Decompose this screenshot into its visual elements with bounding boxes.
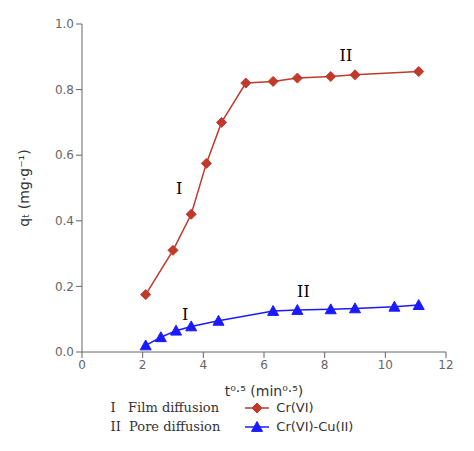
svg-text:0.6: 0.6 bbox=[55, 148, 74, 162]
svg-text:12: 12 bbox=[438, 358, 453, 372]
svg-text:4: 4 bbox=[200, 358, 208, 372]
svg-text:1.0: 1.0 bbox=[55, 17, 74, 31]
svg-text:0.8: 0.8 bbox=[55, 83, 74, 97]
svg-text:2: 2 bbox=[139, 358, 147, 372]
html-text:II Pore diffusion: II Pore diffusion bbox=[110, 419, 221, 434]
svg-text:0.4: 0.4 bbox=[55, 214, 74, 228]
svg-text:II: II bbox=[297, 282, 310, 301]
svg-text:10: 10 bbox=[378, 358, 393, 372]
svg-text:qₜ (mg·g⁻¹): qₜ (mg·g⁻¹) bbox=[16, 149, 32, 226]
svg-text:0.0: 0.0 bbox=[55, 345, 74, 359]
html-text:Cr(VI): Cr(VI) bbox=[276, 400, 314, 415]
html-text:I Film diffusion: I Film diffusion bbox=[110, 400, 219, 415]
svg-text:0: 0 bbox=[78, 358, 86, 372]
svg-text:II: II bbox=[340, 46, 353, 65]
svg-text:6: 6 bbox=[260, 358, 268, 372]
svg-text:I: I bbox=[176, 179, 182, 198]
svg-text:8: 8 bbox=[321, 358, 329, 372]
svg-text:I: I bbox=[182, 305, 188, 324]
html-text:Cr(VI)-Cu(II): Cr(VI)-Cu(II) bbox=[276, 419, 354, 434]
svg-text:t⁰·⁵ (min⁰·⁵): t⁰·⁵ (min⁰·⁵) bbox=[225, 383, 304, 399]
svg-text:0.2: 0.2 bbox=[55, 280, 74, 294]
